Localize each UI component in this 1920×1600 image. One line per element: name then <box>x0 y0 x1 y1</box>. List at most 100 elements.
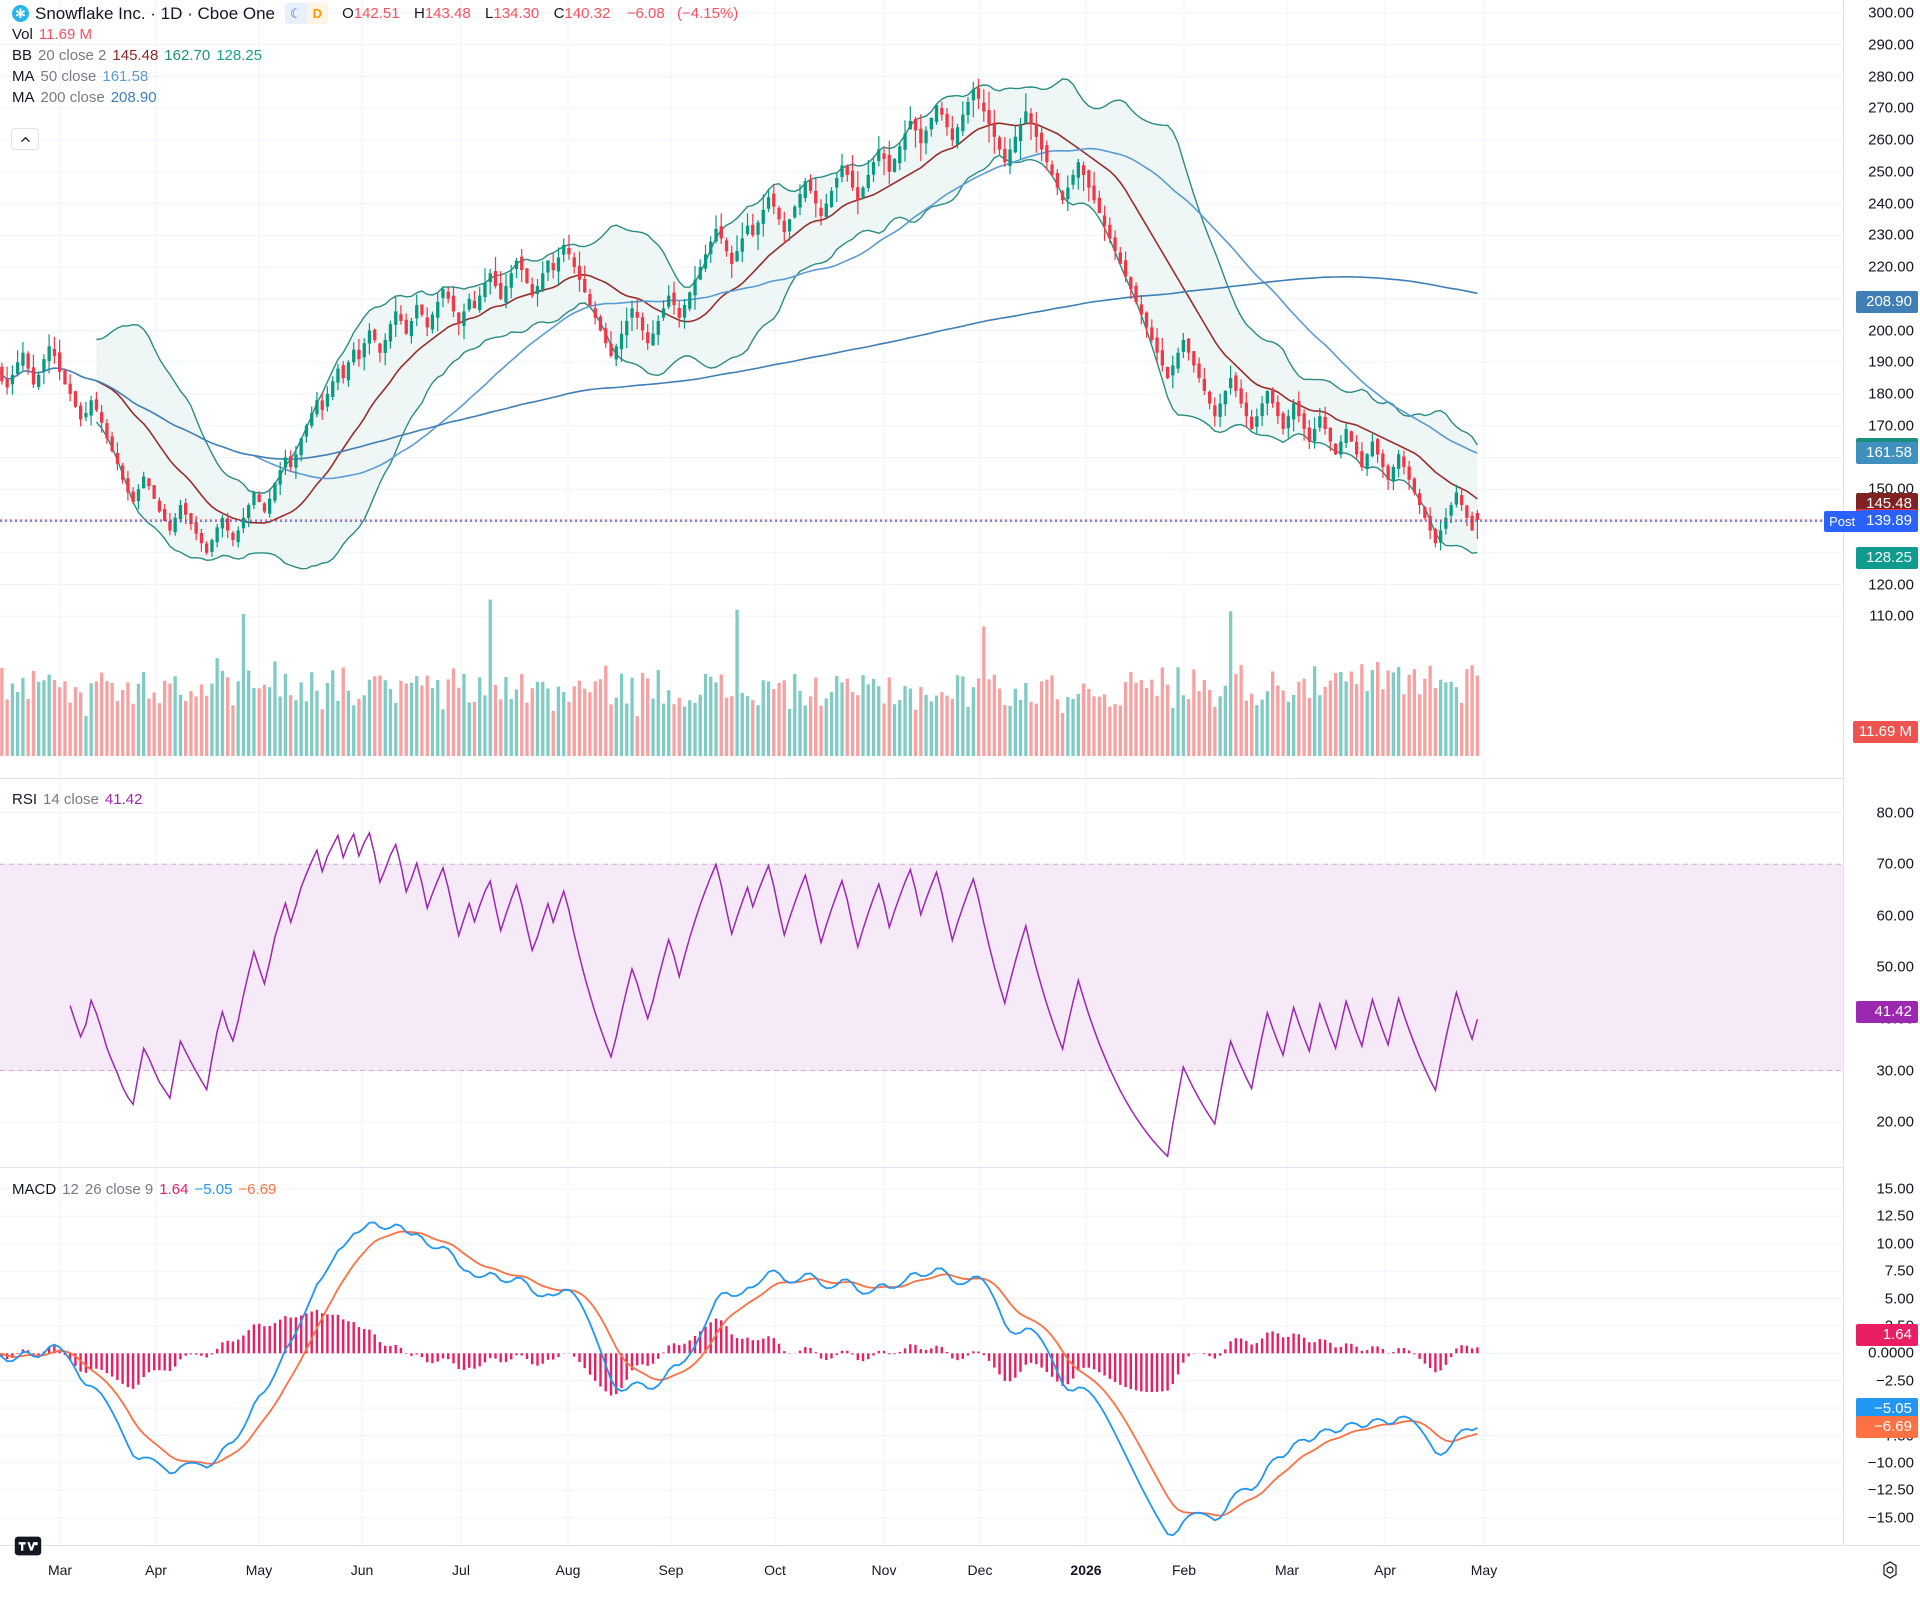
macd-line-badge[interactable]: −5.05 <box>1856 1397 1918 1420</box>
price-axis-tick: 280.00 <box>1868 68 1914 85</box>
snowflake-icon <box>12 5 29 22</box>
macd-signal-badge[interactable]: −6.69 <box>1856 1415 1918 1438</box>
high-value: 143.48 <box>424 5 471 22</box>
rsi-study-value: 41.42 <box>104 791 143 808</box>
price-axis-tick: 220.00 <box>1868 258 1914 276</box>
price-axis-tick: 290.00 <box>1868 36 1914 54</box>
time-axis-tick: May <box>1470 1562 1498 1578</box>
price-axis-tick: 240.00 <box>1868 195 1914 212</box>
price-axis-tick: 180.00 <box>1868 385 1914 403</box>
time-axis-tick: Jul <box>452 1562 470 1578</box>
price-axis-tick: 250.00 <box>1868 163 1914 181</box>
time-axis-tick: 2026 <box>1070 1562 1102 1578</box>
macd-axis-tick: −10.00 <box>1867 1454 1914 1472</box>
high-key: H <box>413 5 425 22</box>
ma50-study-label: MA <box>12 68 35 85</box>
volume-study-row[interactable]: Vol 11.69 M <box>12 25 738 44</box>
change-value: −6.08 <box>626 5 665 22</box>
rsi-value-badge[interactable]: 41.42 <box>1856 1000 1918 1023</box>
delayed-data-chip[interactable]: D <box>306 3 329 24</box>
change-percent: (−4.15%) <box>677 5 739 22</box>
symbol-row[interactable]: Snowflake Inc. · 1D · Cboe One ☾ D O142.… <box>12 3 739 24</box>
rsi-legend[interactable]: RSI 14 close 41.42 <box>12 790 142 809</box>
volume-study-label: Vol <box>12 26 33 43</box>
macd-hist-badge[interactable]: 1.64 <box>1856 1324 1918 1347</box>
rsi-axis-tick: 70.00 <box>1876 855 1914 873</box>
time-axis-tick: May <box>245 1562 273 1578</box>
ma50-study-value: 161.58 <box>102 68 149 85</box>
volume-study-value: 11.69 M <box>38 26 92 43</box>
time-axis-tick: Feb <box>1171 1562 1197 1578</box>
ma200-study-value: 208.90 <box>110 89 157 106</box>
pane-divider-2 <box>0 1167 1920 1168</box>
close-value: 140.32 <box>564 5 611 22</box>
symbol-title[interactable]: Snowflake Inc. · 1D · Cboe One <box>35 4 276 23</box>
price-pane[interactable] <box>0 0 1843 778</box>
bb-lower-value: 128.25 <box>216 47 263 64</box>
price-axis-tick: 230.00 <box>1868 226 1914 244</box>
rsi-pane[interactable] <box>0 779 1843 1167</box>
post-market-price-badge[interactable]: Post 139.89 <box>1824 510 1918 533</box>
ma200-price-badge[interactable]: 208.90 <box>1856 291 1918 314</box>
rsi-study-params: 14 close <box>43 791 99 808</box>
price-axis-tick: 300.00 <box>1868 4 1914 22</box>
macd-axis-tick: 12.50 <box>1876 1207 1914 1225</box>
macd-axis-tick: 0.0000 <box>1868 1344 1914 1362</box>
open-value: 142.51 <box>353 5 400 22</box>
macd-axis-tick: −2.50 <box>1876 1372 1914 1390</box>
rsi-study-label: RSI <box>12 791 38 808</box>
rsi-chart-canvas <box>0 779 1843 1167</box>
price-axis-tick: 170.00 <box>1868 417 1914 435</box>
macd-study-param-b: 26 close 9 <box>84 1181 154 1198</box>
macd-axis-tick: 10.00 <box>1876 1235 1914 1253</box>
price-legend: Snowflake Inc. · 1D · Cboe One ☾ D O142.… <box>12 3 739 107</box>
close-key: C <box>553 5 565 22</box>
ma50-price-badge[interactable]: 161.58 <box>1856 441 1918 464</box>
bb-basis-value: 145.48 <box>112 47 159 64</box>
low-value: 134.30 <box>493 5 540 22</box>
bb-study-params: 20 close 2 <box>38 47 107 64</box>
collapse-legend-button[interactable] <box>11 128 39 150</box>
time-axis-tick: Aug <box>555 1562 581 1578</box>
price-axis-tick: 110.00 <box>1869 607 1914 625</box>
ma200-study-row[interactable]: MA 200 close 208.90 <box>12 88 738 107</box>
ma200-study-label: MA <box>12 89 35 106</box>
macd-axis-tick: 15.00 <box>1876 1180 1914 1198</box>
moon-icon[interactable]: ☾ <box>285 3 307 24</box>
macd-axis-tick: 7.50 <box>1884 1262 1914 1280</box>
macd-chart-canvas <box>0 1168 1843 1545</box>
bb-study-row[interactable]: BB 20 close 2 145.48 162.70 128.25 <box>12 46 738 65</box>
macd-axis-tick: −12.50 <box>1867 1481 1914 1499</box>
time-axis-tick: Dec <box>967 1562 993 1578</box>
macd-legend[interactable]: MACD 12 26 close 9 1.64 −5.05 −6.69 <box>12 1180 276 1199</box>
macd-signal-value: −6.69 <box>238 1181 277 1198</box>
price-axis-tick: 120.00 <box>1868 576 1914 593</box>
macd-line-value: −5.05 <box>194 1181 233 1198</box>
macd-pane[interactable] <box>0 1168 1843 1545</box>
bb-study-label: BB <box>12 47 33 64</box>
rsi-axis-tick: 20.00 <box>1876 1113 1914 1131</box>
tradingview-logo[interactable] <box>14 1532 42 1560</box>
macd-axis-tick: −15.00 <box>1867 1509 1914 1527</box>
time-axis-tick: Sep <box>658 1562 684 1578</box>
time-axis-tick: Mar <box>47 1562 73 1578</box>
time-axis-tick: Jun <box>350 1562 374 1578</box>
rsi-axis-tick: 50.00 <box>1876 958 1914 976</box>
price-scale[interactable]: 300.00 290.00 280.00 270.00 260.00 250.00 240.… <box>1824 0 1920 1600</box>
ma200-study-params: 200 close <box>40 89 105 106</box>
time-axis-tick: Apr <box>1374 1562 1396 1578</box>
post-market-tag: Post <box>1824 510 1861 532</box>
clock-settings-icon[interactable] <box>1880 1560 1900 1580</box>
macd-hist-value: 1.64 <box>159 1181 189 1198</box>
ma50-study-params: 50 close <box>40 68 97 85</box>
volume-badge[interactable]: 11.69 M <box>1852 721 1918 743</box>
open-key: O <box>342 5 354 22</box>
macd-study-param-a: 12 <box>62 1181 79 1198</box>
time-scale[interactable]: Mar Apr May Jun Jul Aug Sep Oct Nov Dec 2026 Feb Mar… <box>0 1545 1920 1600</box>
rsi-axis-tick: 30.00 <box>1876 1062 1914 1079</box>
time-axis-tick: Mar <box>1274 1562 1300 1578</box>
ma50-study-row[interactable]: MA 50 close 161.58 <box>12 67 738 86</box>
time-axis-tick: Apr <box>145 1562 167 1578</box>
price-axis-tick: 200.00 <box>1868 322 1914 339</box>
bb-lower-badge[interactable]: 128.25 <box>1856 547 1918 570</box>
